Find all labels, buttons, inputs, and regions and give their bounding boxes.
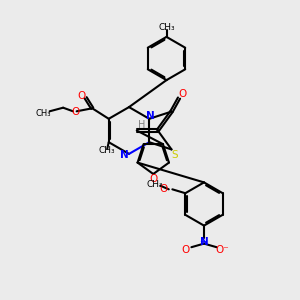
Text: O: O	[160, 184, 168, 194]
Text: O: O	[71, 107, 79, 117]
Text: O: O	[77, 91, 85, 101]
Text: +: +	[199, 237, 206, 246]
Text: CH₃: CH₃	[35, 109, 51, 118]
Text: O⁻: O⁻	[215, 244, 229, 255]
Text: N: N	[200, 237, 208, 247]
Text: H: H	[138, 120, 145, 130]
Text: S: S	[172, 150, 178, 160]
Text: CH₃: CH₃	[147, 180, 163, 189]
Text: N: N	[120, 150, 129, 161]
Text: O: O	[182, 244, 190, 255]
Text: CH₃: CH₃	[158, 23, 175, 32]
Text: O: O	[149, 174, 158, 184]
Text: CH₃: CH₃	[98, 146, 115, 155]
Text: O: O	[178, 89, 187, 100]
Text: N: N	[146, 111, 155, 122]
